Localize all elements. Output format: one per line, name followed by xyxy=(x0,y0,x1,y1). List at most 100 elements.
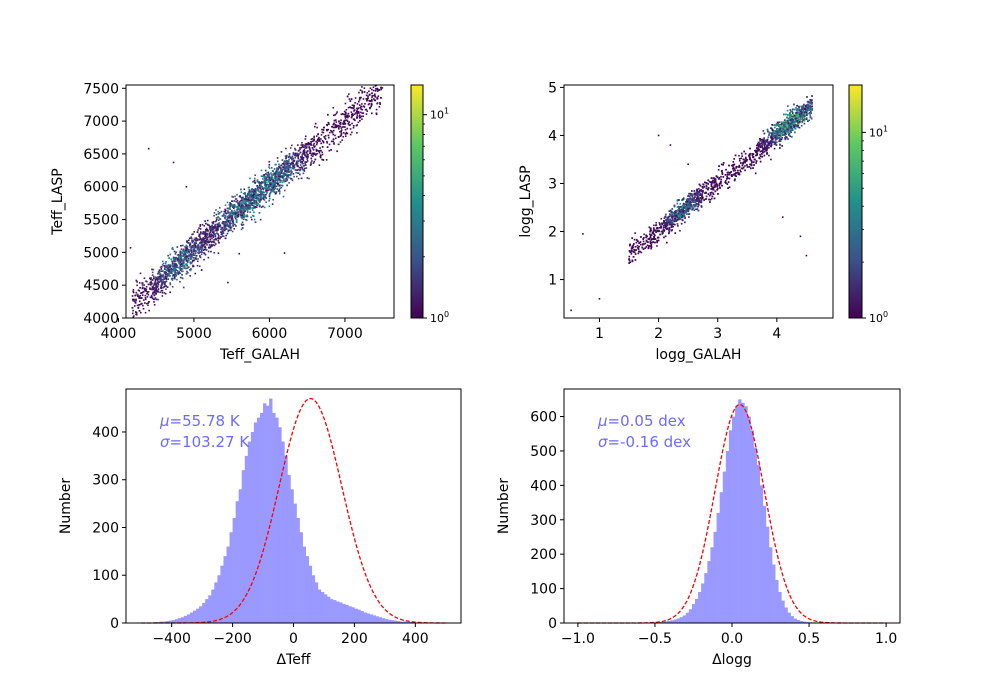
density-point xyxy=(134,301,137,304)
density-point xyxy=(271,203,274,205)
density-point xyxy=(230,218,233,220)
density-point xyxy=(141,284,144,286)
density-point xyxy=(195,237,198,239)
density-point xyxy=(798,108,800,110)
density-point xyxy=(132,309,134,312)
density-point xyxy=(295,171,297,174)
density-point xyxy=(155,298,157,301)
density-point xyxy=(697,195,699,198)
density-point xyxy=(304,147,307,149)
density-point xyxy=(193,249,195,251)
density-point xyxy=(168,268,170,271)
density-point xyxy=(212,222,214,225)
density-point xyxy=(732,174,735,176)
density-point xyxy=(301,168,304,171)
density-point xyxy=(235,216,237,219)
density-point xyxy=(287,174,290,176)
density-point xyxy=(204,228,207,231)
density-point xyxy=(281,171,283,173)
density-point xyxy=(198,227,200,229)
density-point xyxy=(297,168,300,171)
density-point xyxy=(220,231,223,234)
density-point xyxy=(144,289,147,291)
density-point xyxy=(300,166,303,168)
density-point xyxy=(305,155,307,157)
density-point xyxy=(147,290,150,293)
density-point xyxy=(268,177,270,179)
density-point xyxy=(201,223,204,226)
density-point xyxy=(132,299,135,302)
density-point xyxy=(306,158,309,160)
density-point xyxy=(255,200,257,202)
density-point xyxy=(270,185,272,188)
density-point xyxy=(253,199,255,202)
density-point xyxy=(272,179,275,181)
density-point xyxy=(285,165,287,168)
density-point xyxy=(254,194,256,197)
density-point xyxy=(732,161,735,163)
density-point xyxy=(232,223,235,226)
density-point xyxy=(270,190,273,193)
density-point xyxy=(179,280,181,283)
density-point xyxy=(237,215,240,217)
density-point xyxy=(135,291,138,294)
density-point xyxy=(352,126,355,129)
outlier-point xyxy=(172,161,175,164)
density-point xyxy=(709,198,712,201)
density-point xyxy=(268,174,270,177)
density-point xyxy=(275,191,278,193)
density-point xyxy=(160,289,163,292)
density-point xyxy=(252,199,254,201)
density-point xyxy=(150,277,153,279)
density-point xyxy=(267,171,270,174)
density-point xyxy=(337,125,340,127)
density-point xyxy=(165,280,168,283)
density-point xyxy=(278,177,281,180)
density-point xyxy=(339,130,341,133)
density-point xyxy=(275,172,278,175)
density-point xyxy=(636,244,639,247)
density-point xyxy=(204,220,206,222)
density-point xyxy=(303,169,305,171)
density-point xyxy=(253,193,255,196)
density-point xyxy=(212,234,214,237)
density-point xyxy=(359,117,361,119)
density-point xyxy=(272,186,275,189)
density-point xyxy=(132,315,135,317)
density-point xyxy=(182,265,185,268)
density-point xyxy=(276,157,279,159)
density-point xyxy=(358,114,361,116)
density-point xyxy=(225,234,227,237)
density-point xyxy=(319,155,322,158)
density-point xyxy=(224,214,227,217)
density-point xyxy=(340,132,343,134)
density-point xyxy=(174,277,176,280)
density-point xyxy=(185,249,187,251)
density-point xyxy=(292,159,295,162)
density-point xyxy=(242,216,245,218)
density-point xyxy=(774,139,777,141)
density-point xyxy=(165,277,167,280)
density-point xyxy=(133,305,136,307)
density-point xyxy=(744,165,746,167)
density-point xyxy=(284,189,286,192)
density-point xyxy=(805,117,808,119)
density-point xyxy=(340,113,343,116)
density-point xyxy=(248,202,251,204)
density-point xyxy=(266,171,268,174)
density-point xyxy=(212,220,215,223)
density-point xyxy=(261,181,264,184)
density-point xyxy=(284,155,287,157)
density-point xyxy=(193,257,195,259)
density-point xyxy=(221,226,224,229)
density-point xyxy=(341,139,343,141)
density-point xyxy=(250,189,253,191)
density-point xyxy=(233,206,236,209)
density-point xyxy=(336,125,339,128)
density-point xyxy=(293,153,296,155)
density-point xyxy=(211,234,213,236)
density-point xyxy=(134,294,137,297)
density-point xyxy=(301,155,303,158)
density-point xyxy=(210,233,212,235)
density-point xyxy=(311,138,314,140)
